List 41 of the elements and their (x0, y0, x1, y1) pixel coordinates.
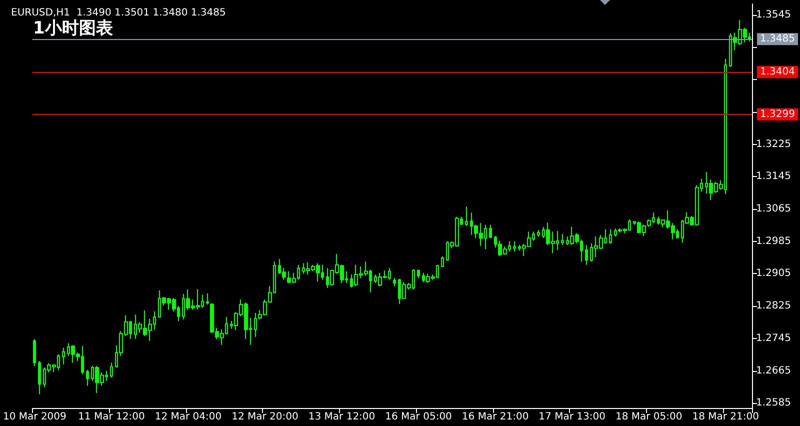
x-tick-label: 12 Mar 20:00 (232, 412, 298, 422)
y-tick-label: 1.3145 (756, 171, 791, 182)
candlestick (206, 293, 209, 305)
chart-title: EURUSD,H1 1.3490 1.3501 1.3480 1.3485 (11, 8, 226, 18)
candlestick (393, 278, 396, 287)
x-tick-label: 18 Mar 21:00 (692, 412, 759, 422)
y-tick-label: 1.3545 (756, 9, 791, 20)
ref-line-label: 1.3485 (760, 34, 795, 45)
x-tick-label: 16 Mar 05:00 (385, 412, 452, 422)
x-tick-label: 17 Mar 13:00 (538, 412, 606, 422)
candlestick (86, 369, 89, 386)
candlestick (465, 206, 468, 227)
candlestick (537, 230, 540, 238)
ref-line-label: 1.3299 (760, 108, 795, 120)
candlestick (561, 234, 564, 246)
y-tick-label: 1.2905 (756, 268, 791, 280)
y-tick-label: 1.2745 (756, 332, 791, 344)
x-tick-label: 10 Mar 2009 (2, 412, 66, 422)
candlestick (489, 224, 492, 239)
candlestick (417, 269, 420, 279)
candlestick (585, 244, 588, 266)
x-tick-label: 11 Mar 12:00 (78, 412, 145, 422)
candlestick (110, 362, 113, 378)
y-tick-label: 1.2665 (756, 365, 791, 376)
candlestick (513, 240, 516, 252)
x-tick-label: 16 Mar 21:00 (462, 412, 529, 422)
candlestick (33, 338, 36, 366)
x-tick-label: 18 Mar 05:00 (615, 412, 682, 422)
y-tick-label: 1.3065 (756, 204, 791, 215)
text: 1小时图表 (33, 18, 114, 38)
candlestick (609, 228, 612, 244)
y-tick-label: 1.2985 (756, 236, 791, 247)
y-tick-label: 1.3225 (756, 138, 791, 150)
y-tick-label: 1.2585 (756, 398, 791, 409)
ref-line-label: 1.3404 (760, 66, 795, 78)
x-tick-label: 12 Mar 04:00 (154, 412, 222, 422)
y-tick-label: 1.2825 (756, 300, 791, 312)
candlestick (38, 360, 41, 395)
candlestick (62, 347, 65, 365)
x-tick-label: 13 Mar 12:00 (308, 412, 376, 422)
candlestick (441, 256, 444, 267)
